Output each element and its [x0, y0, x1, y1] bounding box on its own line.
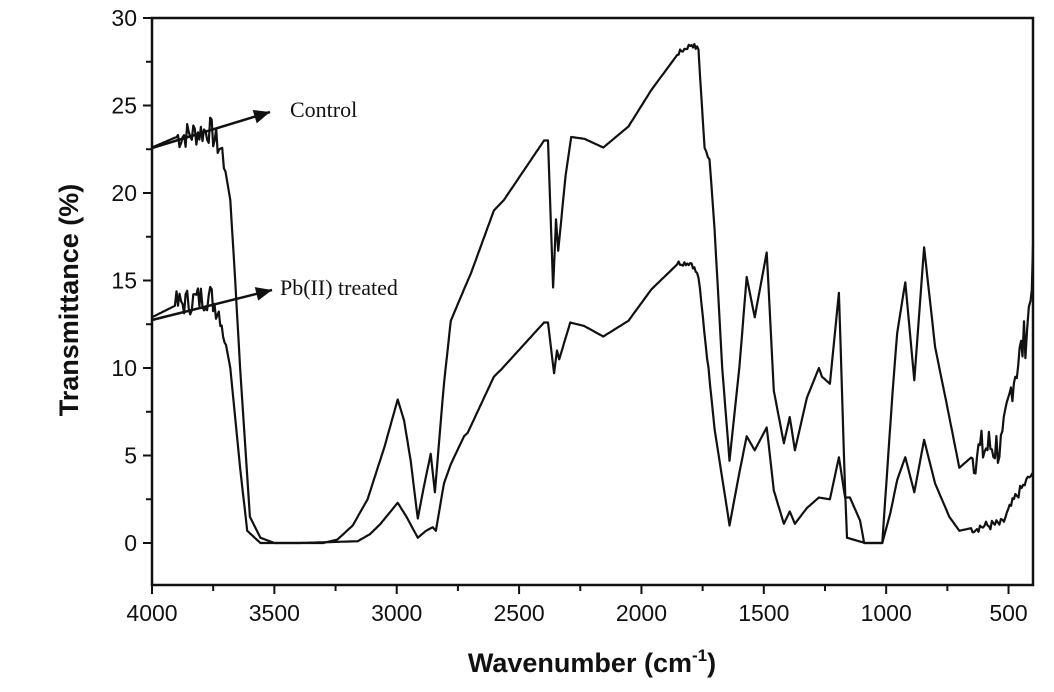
x-tick-label: 1000: [861, 600, 912, 626]
y-tick-label: 0: [124, 530, 137, 556]
x-axis-label-sup: -1: [692, 646, 707, 665]
y-tick-label: 20: [111, 180, 137, 206]
arrow-control: [151, 109, 271, 150]
y-tick-label: 15: [111, 268, 137, 294]
arrow-pb-treated: [151, 287, 273, 322]
x-axis-label-end: ): [707, 648, 716, 678]
x-tick-label: 2000: [616, 600, 667, 626]
x-axis-label-main: Wavenumber (cm: [468, 648, 692, 678]
annotation-pb-treated: Pb(II) treated: [280, 275, 398, 300]
annotations: Control Pb(II) treated: [151, 97, 398, 322]
x-tick-label: 3500: [249, 600, 300, 626]
x-tick-label: 1500: [738, 600, 789, 626]
y-tick-label: 10: [111, 355, 137, 381]
y-axis-label: Transmittance (%): [54, 184, 84, 417]
plot-frame: [150, 16, 1035, 587]
x-tick-label: 3000: [371, 600, 422, 626]
y-tick-label: 30: [111, 5, 137, 31]
series-line-pb-treated: [151, 260, 1034, 545]
x-tick-label: 2500: [493, 600, 544, 626]
x-tick-label: 4000: [126, 600, 177, 626]
axes-layer: 4000 3500 3000 2500 2000 1500 1000 500 0 5 10 15 20 2…: [111, 5, 1035, 626]
x-axis-label: Wavenumber (cm-1): [468, 646, 716, 678]
y-tick-label: 5: [124, 443, 137, 469]
y-tick-label: 25: [111, 93, 137, 119]
annotation-control: Control: [290, 97, 357, 122]
x-tick-label: 500: [989, 600, 1027, 626]
series-layer: [151, 42, 1035, 545]
